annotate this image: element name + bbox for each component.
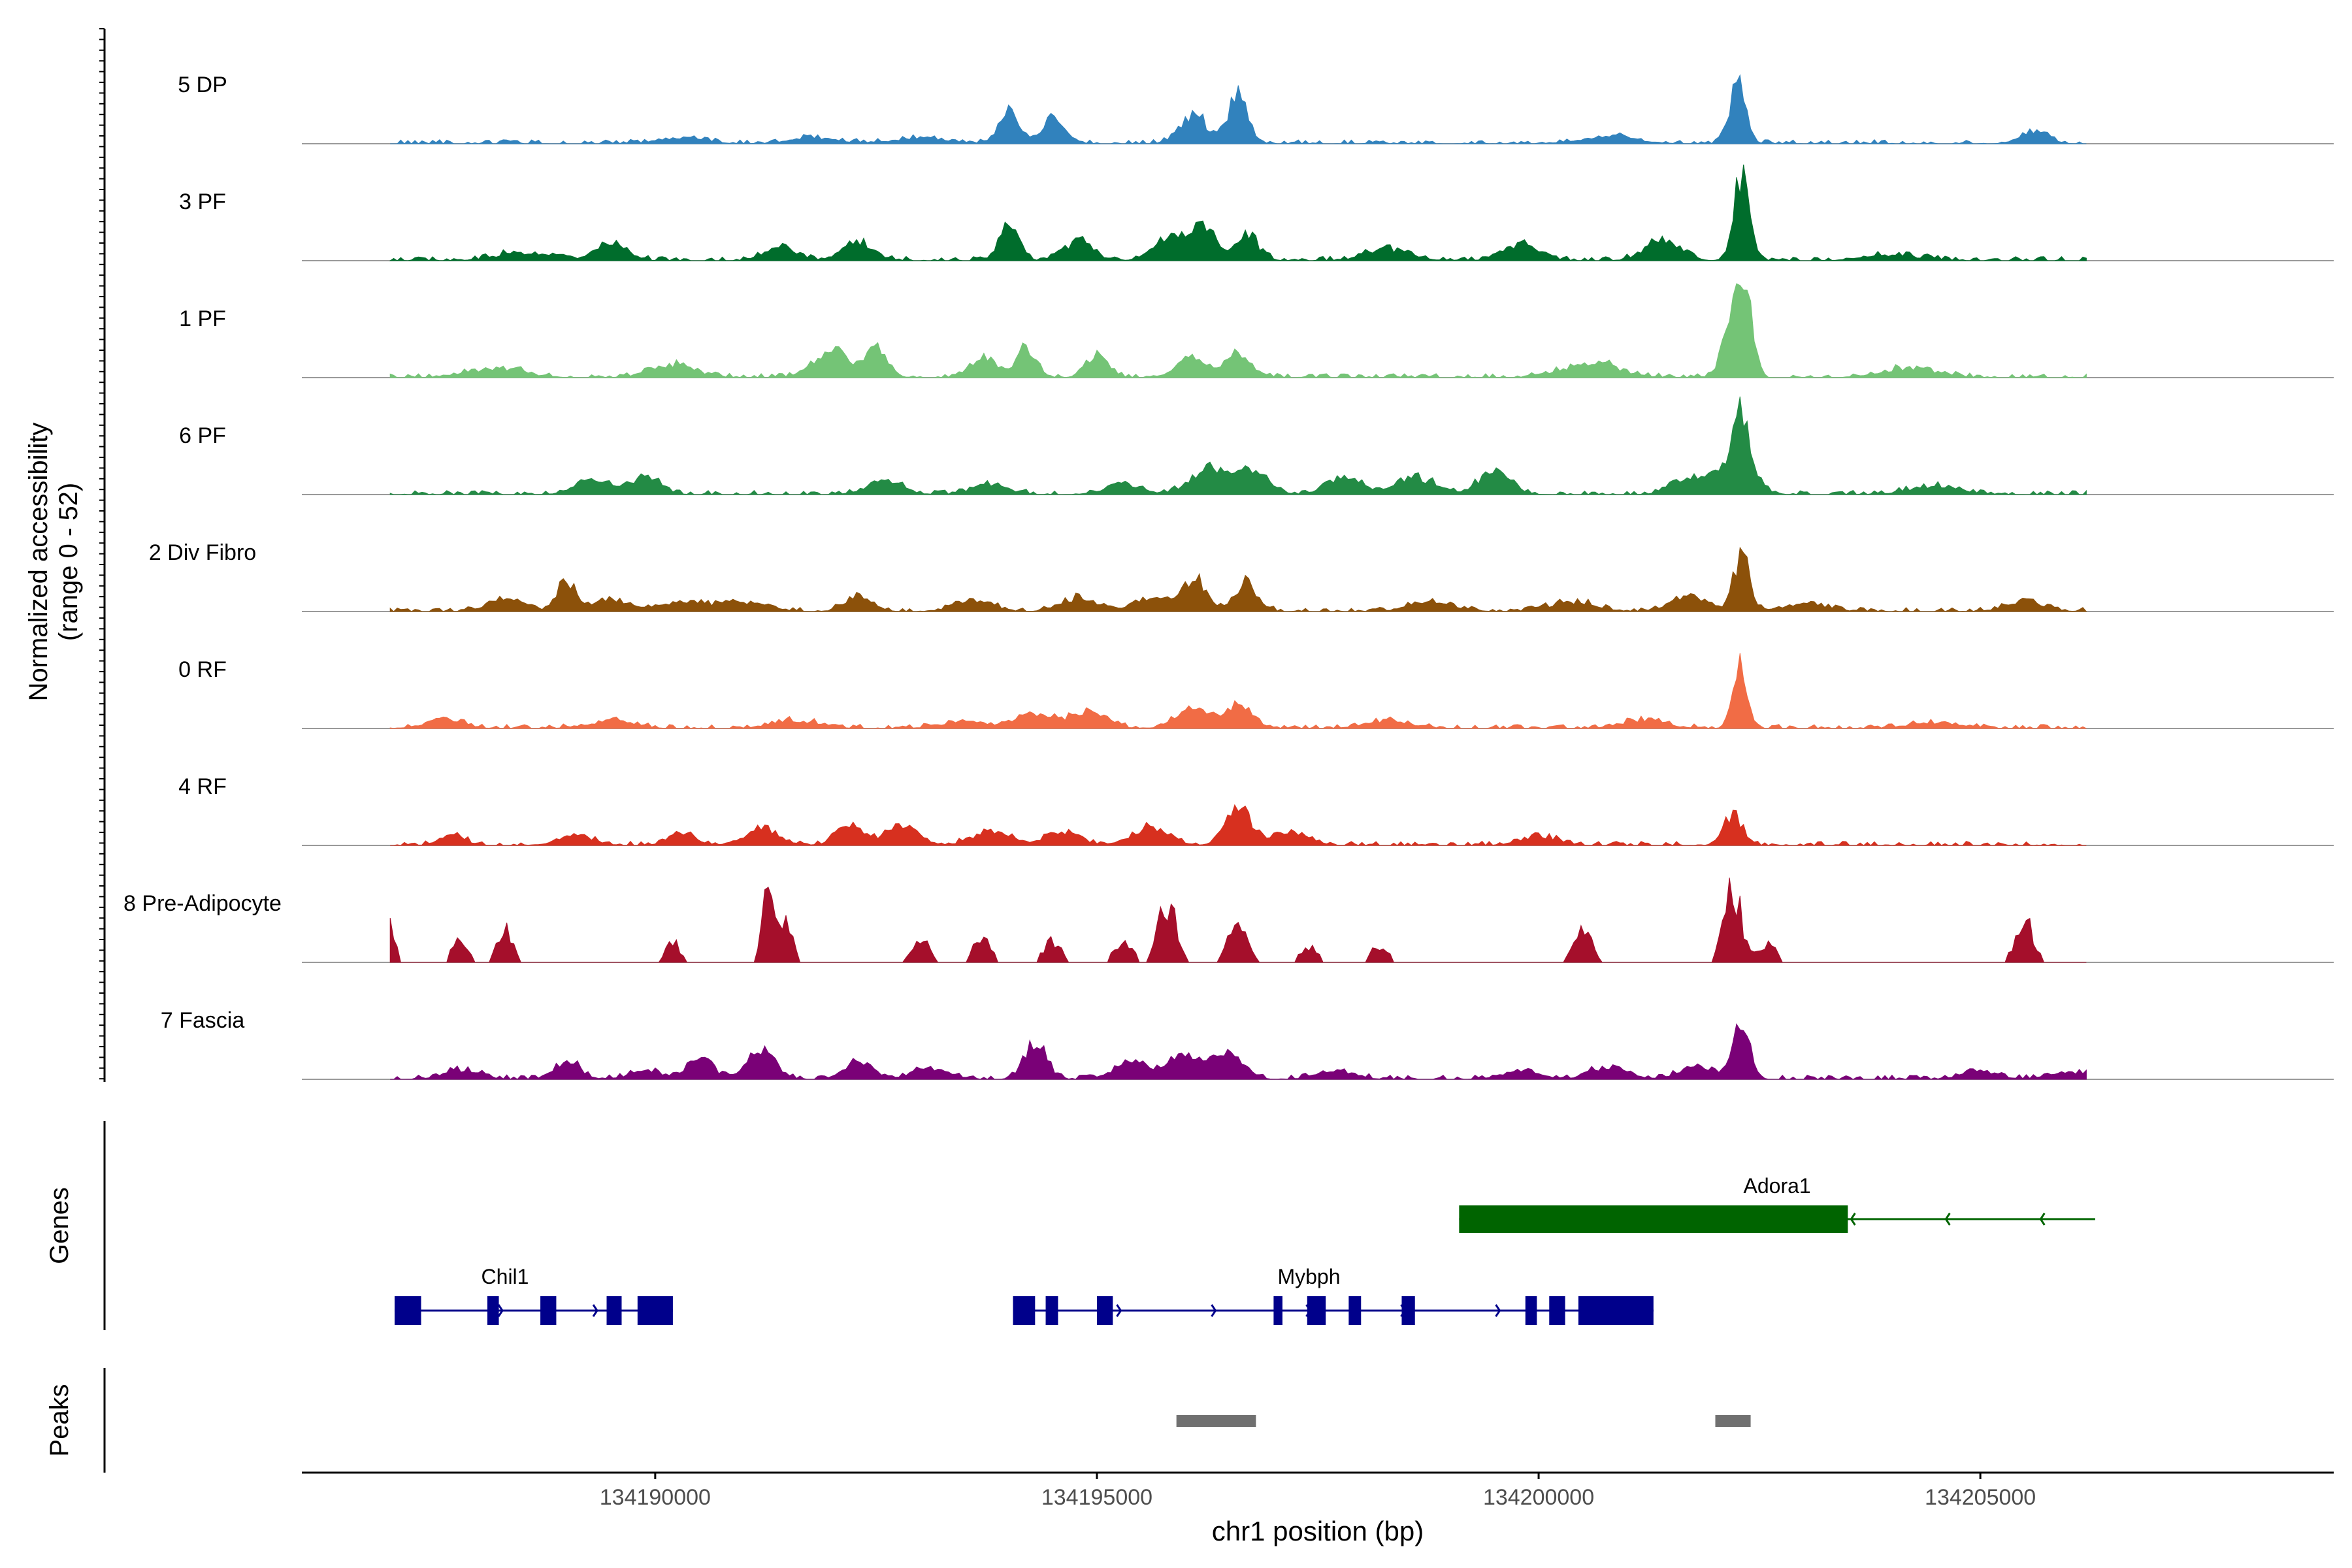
strand-arrow — [1495, 1304, 1501, 1317]
gene-mybph: Mybph — [1013, 1265, 1654, 1325]
track-2: 3 PF — [179, 164, 2334, 261]
track-6: 0 RF — [178, 653, 2334, 729]
exon — [1307, 1296, 1326, 1325]
x-tick-label: 134195000 — [1041, 1485, 1152, 1510]
gene-label: Chil1 — [482, 1265, 529, 1288]
strand-arrow — [2039, 1213, 2046, 1226]
exon — [1525, 1296, 1537, 1325]
gene-label: Adora1 — [1744, 1174, 1811, 1198]
exon — [1549, 1296, 1565, 1325]
gene-chil1: Chil1 — [394, 1265, 673, 1325]
coverage-area — [389, 283, 2087, 378]
x-axis-ticks: 134190000 134195000 134200000 134205000 — [600, 1473, 2036, 1510]
x-tick-label: 134205000 — [1925, 1485, 2036, 1510]
track-7: 4 RF — [178, 774, 2334, 846]
track-label: 8 Pre-Adipocyte — [123, 891, 282, 916]
track-label: 2 Div Fibro — [149, 540, 256, 565]
x-tick-label: 134200000 — [1483, 1485, 1594, 1510]
track-4: 6 PF — [179, 396, 2334, 495]
exon — [637, 1296, 673, 1325]
coverage-y-axis — [99, 28, 106, 1082]
strand-arrow — [1211, 1304, 1217, 1317]
peak-region — [1176, 1415, 1256, 1427]
exon — [1401, 1296, 1415, 1325]
exon — [1459, 1205, 1848, 1233]
coverage-area — [389, 653, 2087, 729]
strand-arrow — [1116, 1304, 1122, 1317]
coverage-y-label: Normalized accessibility — [24, 423, 53, 702]
track-5: 2 Div Fibro — [149, 540, 2334, 612]
strand-arrow — [1850, 1213, 1856, 1226]
coverage-area — [389, 877, 2087, 963]
coverage-area — [389, 164, 2087, 261]
strand-arrow — [497, 1304, 504, 1317]
track-label: 0 RF — [178, 657, 227, 682]
exon — [394, 1296, 421, 1325]
coverage-area — [390, 74, 2087, 144]
exon — [1096, 1296, 1113, 1325]
peaks-panel-label: Peaks — [45, 1384, 74, 1456]
track-8: 8 Pre-Adipocyte — [123, 877, 2334, 963]
gene-label: Mybph — [1277, 1265, 1340, 1288]
exon — [606, 1296, 622, 1325]
gene-adora1: Adora1 — [1459, 1174, 2095, 1233]
track-9: 7 Fascia — [161, 1008, 2334, 1080]
exon — [1578, 1296, 1654, 1325]
coverage-area — [389, 546, 2087, 612]
exon — [1348, 1296, 1362, 1325]
track-1: 5 DP — [178, 73, 2334, 144]
track-3: 1 PF — [179, 283, 2334, 378]
peak-region — [1715, 1415, 1751, 1427]
x-tick-label: 134190000 — [600, 1485, 711, 1510]
peak-regions — [1176, 1415, 1751, 1427]
track-label: 5 DP — [178, 73, 227, 97]
exon — [1045, 1296, 1058, 1325]
strand-arrow — [1944, 1213, 1951, 1226]
exon — [1273, 1296, 1282, 1325]
coverage-y-ticks — [99, 28, 105, 1080]
exon — [487, 1296, 499, 1325]
track-label: 7 Fascia — [161, 1008, 245, 1033]
strand-arrow — [592, 1304, 598, 1317]
exon — [540, 1296, 557, 1325]
genes-panel-label: Genes — [45, 1187, 74, 1264]
coverage-area — [390, 804, 2087, 846]
gene-track: Chil1 Mybph Adora1 — [394, 1174, 2095, 1325]
track-label: 3 PF — [179, 189, 226, 214]
track-label: 4 RF — [178, 774, 227, 799]
coverage-tracks: 5 DP 3 PF 1 PF 6 PF 2 Div Fibro 0 RF 4 RF 8 Pre… — [123, 73, 2334, 1080]
x-axis-label: chr1 position (bp) — [1212, 1516, 1424, 1546]
coverage-area — [390, 1023, 2087, 1080]
exon — [1013, 1296, 1036, 1325]
track-label: 6 PF — [179, 423, 226, 448]
track-label: 1 PF — [179, 306, 226, 331]
coverage-y-label-range: (range 0 - 52) — [54, 483, 83, 641]
coverage-area — [389, 396, 2087, 495]
